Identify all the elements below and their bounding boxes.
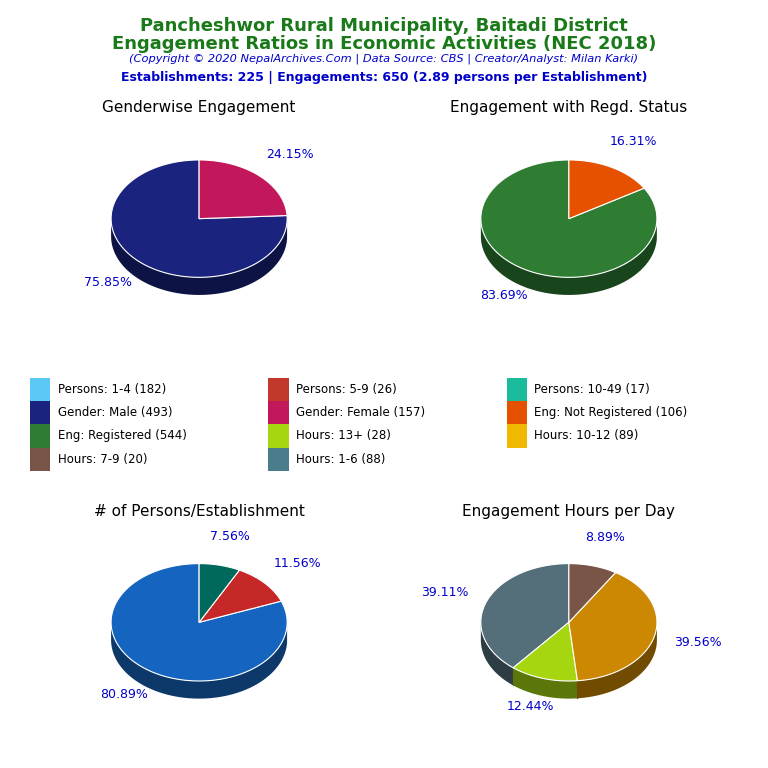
Title: Engagement with Regd. Status: Engagement with Regd. Status <box>450 101 687 115</box>
Polygon shape <box>111 220 287 295</box>
Text: 83.69%: 83.69% <box>480 289 528 302</box>
Text: Gender: Female (157): Gender: Female (157) <box>296 406 425 419</box>
Bar <box>269 401 289 425</box>
Text: Persons: 5-9 (26): Persons: 5-9 (26) <box>296 383 397 396</box>
Polygon shape <box>481 624 513 685</box>
Bar <box>30 448 51 471</box>
Bar <box>269 448 289 471</box>
Polygon shape <box>569 572 657 680</box>
Bar <box>507 378 527 401</box>
Text: 75.85%: 75.85% <box>84 276 132 289</box>
Polygon shape <box>569 564 615 622</box>
Text: Hours: 1-6 (88): Hours: 1-6 (88) <box>296 452 386 465</box>
Polygon shape <box>578 624 657 698</box>
Text: Eng: Not Registered (106): Eng: Not Registered (106) <box>535 406 687 419</box>
Text: Persons: 1-4 (182): Persons: 1-4 (182) <box>58 383 166 396</box>
Bar <box>30 401 51 425</box>
Polygon shape <box>513 668 578 699</box>
Bar <box>30 378 51 401</box>
Polygon shape <box>481 160 657 277</box>
Polygon shape <box>199 564 240 622</box>
Polygon shape <box>481 564 569 668</box>
Polygon shape <box>111 624 287 699</box>
Text: 80.89%: 80.89% <box>101 688 148 701</box>
Title: Engagement Hours per Day: Engagement Hours per Day <box>462 504 675 519</box>
Bar <box>30 425 51 448</box>
Text: 16.31%: 16.31% <box>610 135 657 148</box>
Text: Hours: 7-9 (20): Hours: 7-9 (20) <box>58 452 147 465</box>
Polygon shape <box>481 220 657 295</box>
Text: 8.89%: 8.89% <box>585 531 625 545</box>
Text: 39.11%: 39.11% <box>421 586 468 599</box>
Polygon shape <box>199 160 287 219</box>
Text: Pancheshwor Rural Municipality, Baitadi District: Pancheshwor Rural Municipality, Baitadi … <box>140 17 628 35</box>
Title: # of Persons/Establishment: # of Persons/Establishment <box>94 504 305 519</box>
Text: 7.56%: 7.56% <box>210 530 250 543</box>
Text: 12.44%: 12.44% <box>507 700 554 713</box>
Polygon shape <box>569 160 644 219</box>
Bar <box>269 425 289 448</box>
Polygon shape <box>199 570 281 622</box>
Bar <box>269 378 289 401</box>
Text: Establishments: 225 | Engagements: 650 (2.89 persons per Establishment): Establishments: 225 | Engagements: 650 (… <box>121 71 647 84</box>
Bar <box>507 401 527 425</box>
Text: Hours: 13+ (28): Hours: 13+ (28) <box>296 429 391 442</box>
Title: Genderwise Engagement: Genderwise Engagement <box>102 101 296 115</box>
Text: 24.15%: 24.15% <box>266 148 314 161</box>
Text: 39.56%: 39.56% <box>674 636 721 649</box>
Text: (Copyright © 2020 NepalArchives.Com | Data Source: CBS | Creator/Analyst: Milan : (Copyright © 2020 NepalArchives.Com | Da… <box>130 54 638 65</box>
Bar <box>507 425 527 448</box>
Polygon shape <box>111 564 287 681</box>
Polygon shape <box>111 160 287 277</box>
Text: Engagement Ratios in Economic Activities (NEC 2018): Engagement Ratios in Economic Activities… <box>112 35 656 52</box>
Text: Eng: Registered (544): Eng: Registered (544) <box>58 429 187 442</box>
Text: Gender: Male (493): Gender: Male (493) <box>58 406 172 419</box>
Text: 11.56%: 11.56% <box>273 557 321 570</box>
Polygon shape <box>513 622 578 681</box>
Text: Persons: 10-49 (17): Persons: 10-49 (17) <box>535 383 650 396</box>
Text: Hours: 10-12 (89): Hours: 10-12 (89) <box>535 429 638 442</box>
